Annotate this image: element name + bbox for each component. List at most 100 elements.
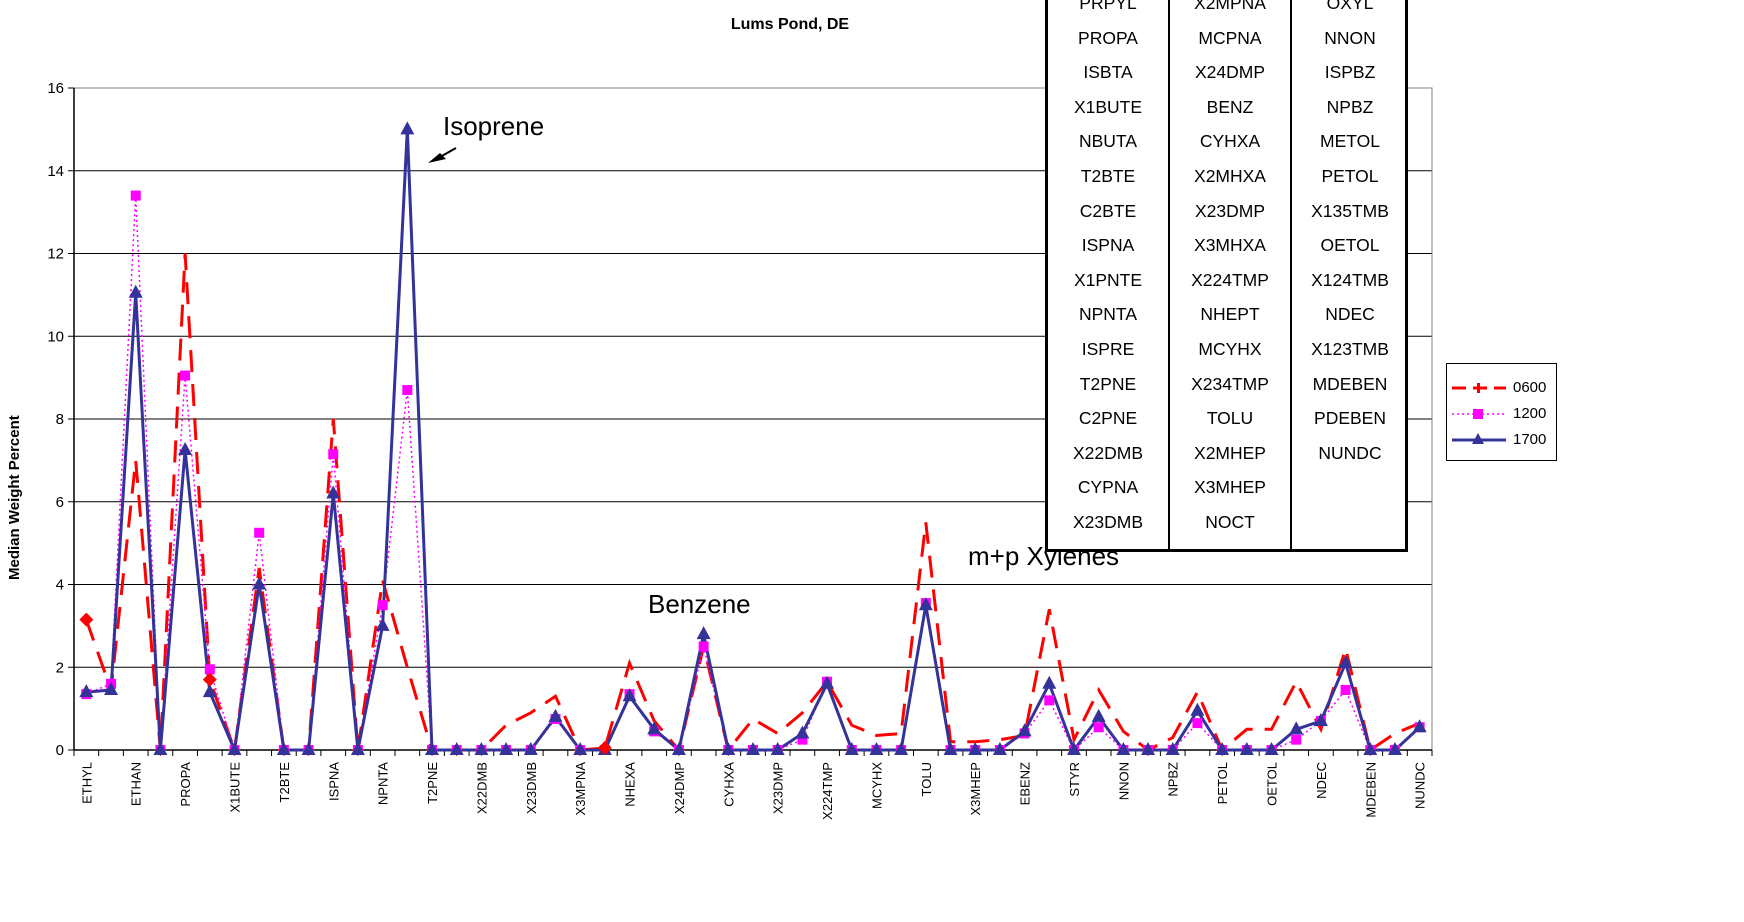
y-tick-label: 2: [56, 659, 64, 676]
legend-item-1700: 1700: [1447, 427, 1558, 453]
legend-label-0600: 0600: [1513, 379, 1547, 396]
x-tick-label: EBENZ: [1018, 762, 1033, 805]
x-tick-label: X224TMP: [820, 762, 835, 820]
data-point-1700: [770, 742, 785, 755]
data-point-1700: [425, 742, 440, 755]
x-tick-label: X23DMB: [524, 762, 539, 814]
data-point-1700: [573, 742, 588, 755]
compound-cell: PROPA: [1078, 27, 1138, 48]
data-point-1200: [402, 385, 413, 396]
data-point-1700: [1338, 655, 1353, 669]
x-tick-label: T2PNE: [425, 762, 440, 804]
x-tick-label: X1BUTE: [227, 762, 242, 813]
legend-swatch-1200: [1452, 409, 1506, 419]
x-tick-label: PROPA: [178, 762, 193, 807]
compound-cell: ISPBZ: [1324, 62, 1376, 83]
tick-labels: 0 2 4 6 8 10 12 14 16 ETHYL ETHAN PROPA X1BUTE T2BTE I…: [47, 80, 1427, 820]
compound-cell: X1PNTE: [1073, 269, 1143, 290]
compound-cell: NOCT: [1205, 511, 1255, 532]
y-tick-label: 6: [56, 494, 64, 511]
compound-cell: PDEBEN: [1314, 408, 1386, 429]
series-markers: [79, 121, 1427, 756]
compound-cell: T2PNE: [1079, 373, 1137, 394]
compound-cell: OXYL: [1326, 0, 1374, 13]
compound-cell: CYPNA: [1077, 477, 1139, 498]
data-point-1700: [499, 742, 514, 755]
data-point-1700: [1239, 742, 1254, 755]
x-tick-label: PETOL: [1215, 762, 1230, 804]
data-point-1700: [1412, 719, 1427, 733]
compound-cell: X2MPNA: [1194, 0, 1266, 13]
data-point-1200: [1291, 734, 1302, 745]
compound-cell: X3MHXA: [1194, 235, 1266, 256]
legend-swatch-0600: [1452, 383, 1506, 393]
x-tick-label: T2BTE: [277, 762, 292, 803]
compound-cell: X123TMB: [1311, 338, 1389, 359]
compound-cell: C2PNE: [1078, 408, 1138, 429]
compound-cell: OETOL: [1320, 235, 1380, 256]
compound-cell: X24DMP: [1194, 62, 1266, 83]
data-point-1700: [474, 742, 489, 755]
data-point-1700: [375, 617, 390, 631]
compound-cell: NPBZ: [1326, 96, 1374, 117]
data-point-1700: [1313, 713, 1328, 727]
x-tick-label: NHEXA: [623, 762, 638, 807]
y-tick-label: 12: [47, 246, 64, 263]
data-point-1700: [869, 742, 884, 755]
compound-cell: X2MHXA: [1194, 165, 1266, 186]
legend-label-1200: 1200: [1513, 405, 1547, 422]
x-tick-label: X24DMP: [672, 762, 687, 814]
compound-cell: C2BTE: [1079, 200, 1137, 221]
data-point-1700: [1289, 721, 1304, 735]
y-tick-label: 8: [56, 411, 64, 428]
compound-cell: T2BTE: [1080, 165, 1136, 186]
data-point-1700: [548, 708, 563, 722]
legend-swatch-1700: [1452, 433, 1506, 444]
x-tick-label: ETHYL: [79, 762, 94, 804]
legend: 0600 1200 1700: [1446, 363, 1557, 461]
data-point-1700: [350, 742, 365, 755]
data-point-1200: [328, 449, 339, 460]
data-point-1700: [992, 742, 1007, 755]
annotation-isoprene: Isoprene: [443, 111, 545, 141]
chart-title: Lums Pond, DE: [730, 16, 850, 33]
data-point-1700: [227, 742, 242, 755]
compound-cell: MCYHX: [1198, 338, 1262, 359]
compound-cell: X1BUTE: [1073, 96, 1143, 117]
x-tick-label: X22DMB: [474, 762, 489, 814]
data-point-1700: [1017, 723, 1032, 737]
data-point-1200: [254, 527, 265, 538]
x-tick-label: X3MPNA: [573, 762, 588, 816]
x-tick-label: NDEC: [1314, 762, 1329, 799]
data-point-1200: [698, 641, 709, 652]
data-point-1200: [130, 190, 141, 201]
data-point-0600: [202, 672, 217, 687]
data-point-1700: [696, 626, 711, 640]
compound-cell: NPNTA: [1078, 304, 1137, 325]
data-point-1700: [820, 675, 835, 689]
compound-cell: PETOL: [1321, 165, 1379, 186]
data-point-1700: [1215, 742, 1230, 755]
compound-cell: NUNDC: [1318, 442, 1382, 463]
compound-column-1: PRPYL PROPA ISBTA X1BUTE NBUTA T2BTE C2BTE ISPN…: [1048, 0, 1168, 549]
data-point-1200: [180, 370, 191, 381]
data-point-1700: [523, 742, 538, 755]
data-point-1700: [153, 742, 168, 755]
data-point-1700: [276, 742, 291, 755]
data-point-1700: [400, 121, 415, 135]
data-point-1700: [1264, 742, 1279, 755]
data-point-1700: [178, 442, 193, 456]
annotation-benzene: Benzene: [648, 589, 751, 619]
data-point-1700: [943, 742, 958, 755]
x-tick-label: STYR: [1067, 762, 1082, 797]
compound-cell: ISBTA: [1083, 62, 1133, 83]
data-point-1700: [622, 688, 637, 702]
data-point-1700: [1387, 742, 1402, 755]
y-tick-label: 0: [56, 742, 64, 759]
data-point-1700: [1141, 742, 1156, 755]
legend-item-1200: 1200: [1447, 401, 1558, 427]
data-point-1700: [449, 742, 464, 755]
x-tick-label: X23DMP: [771, 762, 786, 814]
data-point-1200: [377, 600, 388, 611]
data-point-0600: [79, 612, 94, 627]
